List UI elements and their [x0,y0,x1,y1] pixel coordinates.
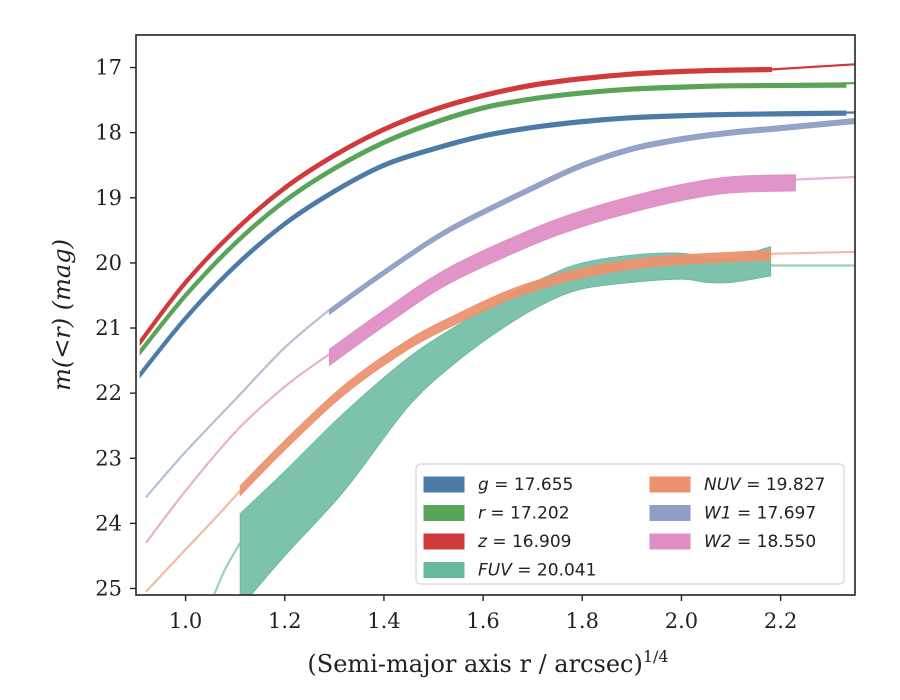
band-z [139,66,772,347]
x-tick-label: 1.4 [367,609,400,633]
fit-line-z-inner [770,63,855,71]
y-axis-label: m(<r) (mag) [48,239,76,391]
fit-line-w2-inner [145,353,331,544]
y-tick-label: 18 [95,121,122,145]
y-tick-label: 20 [95,251,122,275]
fit-line-w1-inner [145,308,331,499]
legend-label: W1 = 17.697 [704,504,816,524]
legend-label: g = 17.655 [478,475,573,495]
legend-swatch [649,476,691,493]
legend-swatch [649,505,691,521]
y-tick-label: 17 [95,56,122,80]
band-g [139,110,847,379]
legend-entry-fuv: FUV = 20.041 [423,561,596,581]
fit-line-fuv-inner [212,542,242,595]
legend-label: W2 = 18.550 [704,532,816,552]
y-tick-label: 24 [95,511,122,535]
legend-swatch [423,476,465,493]
series-w2 [145,174,855,544]
band-fuv [239,246,772,595]
series-fuv [212,246,855,595]
legend: g = 17.655 r = 17.202 z = 16.909 FUV = 20.0… [415,463,845,585]
legend-entry-z: z = 16.909 [423,532,571,552]
series-z [139,63,855,347]
legend-entry-w2: W2 = 18.550 [649,532,816,552]
series-layer [139,63,855,595]
plot-frame [135,34,856,596]
band-nuv [239,249,772,497]
series-nuv [145,249,855,593]
series-r [139,82,855,356]
band-w2 [328,174,796,367]
legend-label: NUV = 19.827 [704,475,825,495]
fit-line-nuv-inner [145,490,241,593]
band-w1 [328,117,855,316]
x-axis-label-exponent: 1/4 [643,647,669,666]
legend-entry-r: r = 17.202 [423,504,570,524]
series-w1 [145,117,855,499]
legend-swatch [649,533,691,550]
ticks-layer: 1.0 1.2 1.4 1.6 1.8 2.0 2.2 17 18 19 20 21 22 23 24 25 [95,56,797,633]
x-tick-label: 1.2 [268,609,301,633]
x-tick-label: 2.2 [764,609,797,633]
legend-swatch [423,505,465,521]
fit-line-w2-outer [795,175,855,181]
legend-label: z = 16.909 [477,532,571,552]
y-tick-label: 19 [95,186,122,210]
x-tick-label: 1.6 [466,609,499,633]
y-tick-label: 23 [95,446,122,470]
legend-label: r = 17.202 [478,504,570,524]
series-g [139,110,855,379]
x-axis-label: (Semi-major axis r / arcsec)1/4 [307,647,668,678]
y-tick-label: 21 [95,316,122,340]
legend-entry-g: g = 17.655 [423,475,573,495]
y-tick-label: 25 [95,576,122,600]
legend-swatch [423,562,465,578]
fit-line-nuv-outer [770,250,855,255]
band-r [139,82,847,356]
x-tick-label: 2.0 [665,609,698,633]
legend-swatch [423,533,465,550]
legend-frame [415,463,845,585]
legend-label: FUV = 20.041 [478,561,596,581]
legend-entry-w1: W1 = 17.697 [649,504,816,524]
x-axis-label-text: (Semi-major axis r / arcsec) [307,650,642,678]
x-tick-label: 1.8 [566,609,599,633]
legend-entry-nuv: NUV = 19.827 [649,475,825,495]
y-tick-label: 22 [95,381,122,405]
x-tick-label: 1.0 [169,609,202,633]
